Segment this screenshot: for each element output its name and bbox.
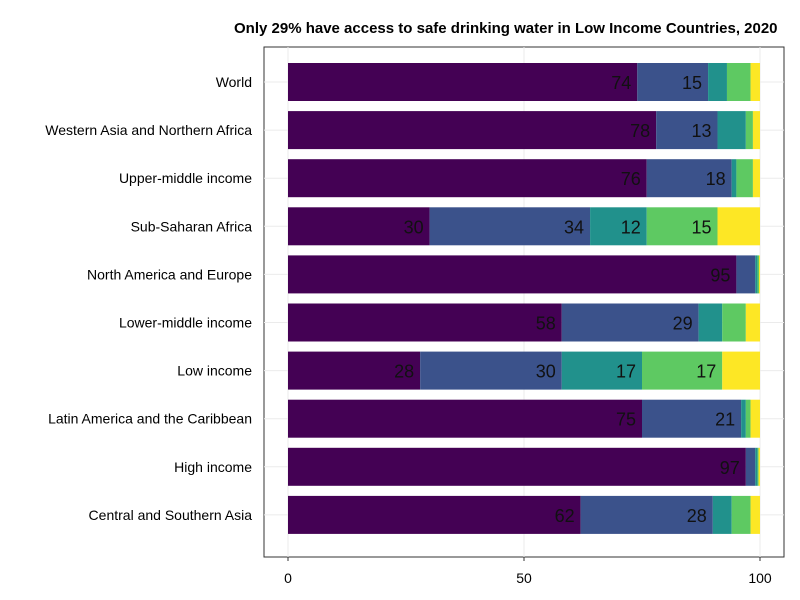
data-label: 34 [564,217,584,237]
bar-segment [698,303,723,342]
bar-segment [741,399,746,438]
bar-segment [580,495,713,534]
data-label: 95 [710,265,730,285]
bar-segment [288,351,421,390]
bar-segment [288,159,647,198]
data-label: 78 [630,121,650,141]
data-label: 58 [536,314,556,334]
bar-segment [429,207,591,246]
bar-segment [759,255,760,294]
data-label: 17 [616,362,636,382]
bar-segment [288,303,562,342]
category-label: Low income [177,363,252,379]
bar-segment [745,399,751,438]
data-label: 29 [673,314,693,334]
bar-segment [288,111,657,150]
bar-segment [752,159,760,198]
bar-segment [646,159,732,198]
data-label: 12 [621,217,641,237]
data-label: 74 [611,73,631,93]
bar-segment [745,447,756,486]
bar-segment [745,303,760,342]
data-label: 97 [720,458,740,478]
data-label: 28 [687,506,707,526]
x-tick-label: 0 [284,570,292,586]
bar-segment [757,447,759,486]
bar-segment [712,495,732,534]
category-label: Sub-Saharan Africa [131,218,253,234]
bar-segment [288,399,642,438]
bar-segment [642,351,723,390]
bar-segment [420,351,562,390]
x-tick-label: 100 [748,570,772,586]
data-label: 30 [536,362,556,382]
category-label: Lower-middle income [119,315,252,331]
bar-segment [757,255,760,294]
bar-segment [736,255,756,294]
data-label: 75 [616,410,636,430]
chart-title: Only 29% have access to safe drinking wa… [234,20,778,37]
bar-segment [726,63,751,101]
bar-segment [750,495,760,534]
category-label: Western Asia and Northern Africa [45,122,252,138]
data-label: 62 [555,506,575,526]
bar-segment [752,111,760,150]
bars-layer [288,63,760,534]
data-label: 17 [696,362,716,382]
data-label: 15 [682,73,702,93]
category-label: Upper-middle income [119,170,252,186]
bar-segment [561,351,642,390]
data-label: 30 [404,217,424,237]
bar-segment [646,207,718,246]
bar-segment [642,399,742,438]
bar-segment [708,63,727,101]
bar-segment [288,447,746,486]
category-label: Latin America and the Caribbean [48,411,252,427]
bar-segment [288,495,581,534]
bar-segment [288,63,638,101]
bar-segment [722,351,760,390]
bar-segment [731,495,751,534]
bar-segment [717,111,746,150]
bar-segment [736,159,753,198]
bar-segment [755,255,758,294]
category-label: High income [174,459,252,475]
category-label: Central and Southern Asia [89,507,253,523]
data-label: 76 [621,169,641,189]
bar-segment [637,63,709,101]
bar-segment [717,207,760,246]
data-label: 13 [691,121,711,141]
bar-segment [590,207,647,246]
bar-segment [750,63,760,101]
bar-segment [288,255,737,294]
data-label: 18 [706,169,726,189]
data-label: 15 [691,217,711,237]
category-label: North America and Europe [87,266,252,282]
bar-segment [755,447,758,486]
bar-segment [750,399,760,438]
bar-segment [722,303,746,342]
bar-segment [561,303,699,342]
labels-layer: 0 50 100 World 74 15 Western Asia and Northern… [45,73,772,586]
data-label: 28 [394,362,414,382]
bar-segment [731,159,737,198]
bar-segment [745,111,753,150]
bar-segment [288,207,430,246]
data-label: 21 [715,410,735,430]
x-tick-label: 50 [516,570,532,586]
category-label: World [216,74,252,90]
bar-segment [656,111,718,150]
bar-segment [758,447,760,486]
